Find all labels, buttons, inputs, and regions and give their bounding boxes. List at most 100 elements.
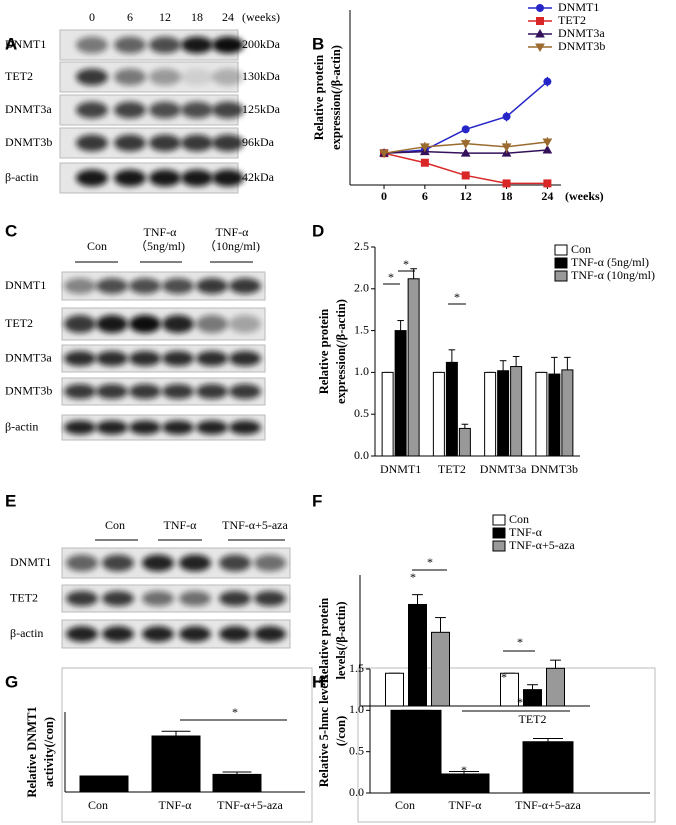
band bbox=[181, 134, 213, 152]
marker bbox=[536, 4, 544, 12]
y-tick-label: 1.0 bbox=[349, 702, 364, 716]
band bbox=[219, 626, 251, 642]
bar bbox=[151, 735, 201, 793]
band bbox=[76, 134, 108, 152]
marker bbox=[461, 125, 470, 134]
band bbox=[142, 590, 174, 607]
marker bbox=[542, 144, 553, 154]
band bbox=[129, 350, 161, 367]
x-tick-label: 18 bbox=[501, 189, 513, 203]
band bbox=[149, 101, 181, 119]
bar bbox=[390, 709, 442, 794]
row-label: TET2 bbox=[10, 590, 38, 604]
band bbox=[66, 554, 98, 572]
band bbox=[129, 315, 161, 333]
legend-label: DNMT1 bbox=[558, 0, 599, 14]
band bbox=[96, 278, 128, 294]
significance: * bbox=[454, 290, 460, 304]
x-tick-label: 12 bbox=[460, 189, 472, 203]
x-tick-label: DNMT3a bbox=[480, 462, 527, 476]
band bbox=[179, 554, 211, 572]
y-tick-label: 1.5 bbox=[354, 322, 369, 336]
y-tick-label: 0.0 bbox=[354, 448, 369, 462]
size-label: 200kDa bbox=[242, 37, 281, 51]
marker bbox=[502, 112, 511, 121]
row-label: β-actin bbox=[5, 419, 38, 433]
band bbox=[64, 315, 96, 333]
row-label: DNMT1 bbox=[10, 555, 51, 569]
legend-swatch bbox=[554, 270, 568, 282]
band bbox=[114, 134, 146, 152]
bar bbox=[438, 773, 490, 794]
band bbox=[181, 68, 213, 86]
blot-strip bbox=[61, 584, 291, 613]
band bbox=[181, 169, 213, 187]
bar bbox=[381, 371, 394, 457]
band bbox=[76, 169, 108, 187]
row-label: DNMT1 bbox=[5, 37, 46, 51]
band bbox=[212, 68, 244, 86]
bar bbox=[546, 667, 565, 707]
band bbox=[162, 278, 194, 294]
size-label: 125kDa bbox=[242, 102, 281, 116]
significance: * bbox=[175, 745, 181, 759]
lane-unit: (weeks) bbox=[242, 10, 280, 24]
band bbox=[64, 278, 96, 294]
x-tick-label: 0 bbox=[381, 189, 387, 203]
x-tick-label: TNF-α bbox=[449, 798, 483, 812]
x-tick-label: Con bbox=[395, 798, 415, 812]
band bbox=[96, 315, 128, 333]
significance: * bbox=[517, 695, 523, 709]
band bbox=[196, 420, 228, 435]
legend-label: TET2 bbox=[558, 13, 586, 27]
band bbox=[229, 278, 261, 294]
y-tick-label: 0.5 bbox=[354, 406, 369, 420]
row-label: DNMT3a bbox=[5, 350, 52, 364]
band bbox=[254, 590, 286, 607]
significance: * bbox=[388, 270, 394, 284]
panel-letter: C bbox=[5, 221, 17, 240]
x-tick-label: TNF-α+5-aza bbox=[217, 798, 283, 812]
band bbox=[129, 383, 161, 400]
band bbox=[149, 36, 181, 54]
y-axis-label: Relative protein bbox=[317, 598, 331, 684]
bar bbox=[510, 366, 523, 457]
band bbox=[129, 420, 161, 435]
marker bbox=[535, 43, 545, 53]
marker bbox=[420, 143, 430, 152]
x-axis-label: (weeks) bbox=[565, 189, 604, 203]
row-label: TET2 bbox=[5, 69, 33, 83]
marker bbox=[502, 179, 511, 188]
band bbox=[196, 350, 228, 367]
group-label: TNF-α bbox=[144, 225, 178, 239]
y-axis-label: activity(/con) bbox=[42, 717, 56, 787]
band bbox=[66, 626, 98, 642]
y-axis-label: Relative protein bbox=[317, 309, 331, 395]
bar bbox=[407, 278, 420, 457]
band bbox=[229, 350, 261, 367]
band bbox=[64, 383, 96, 400]
significance: * bbox=[232, 705, 238, 719]
band bbox=[212, 134, 244, 152]
row-label: β-actin bbox=[10, 626, 43, 640]
significance: * bbox=[461, 763, 467, 777]
y-tick-label: 2.5 bbox=[354, 239, 369, 253]
bar bbox=[523, 689, 542, 707]
lane-label: 12 bbox=[159, 10, 171, 24]
blot-strip bbox=[61, 619, 291, 649]
size-label: 96kDa bbox=[242, 135, 275, 149]
band bbox=[66, 590, 98, 607]
legend-swatch bbox=[492, 514, 506, 526]
marker bbox=[542, 138, 553, 148]
bar bbox=[561, 369, 574, 457]
bar bbox=[385, 672, 404, 707]
band bbox=[129, 278, 161, 294]
legend-label: Con bbox=[571, 242, 591, 256]
band bbox=[142, 626, 174, 642]
y-tick-label: 0.0 bbox=[349, 785, 364, 799]
x-tick-label: Con bbox=[88, 798, 108, 812]
band bbox=[149, 68, 181, 86]
band bbox=[219, 590, 251, 607]
band bbox=[64, 420, 96, 435]
panel-letter: B bbox=[312, 34, 324, 53]
